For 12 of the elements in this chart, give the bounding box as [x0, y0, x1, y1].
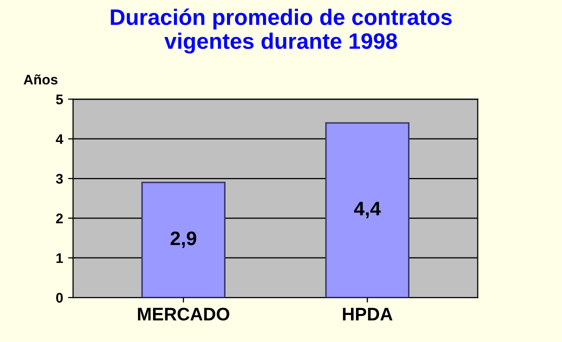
- y-tick-label: 3: [56, 174, 63, 184]
- y-tick-label: 4: [56, 134, 64, 144]
- x-tick-label: MERCADO: [138, 308, 230, 321]
- y-tick-label: 2: [56, 214, 63, 224]
- data-label: 2,9: [170, 231, 196, 248]
- y-tick-label: 0: [56, 292, 63, 303]
- x-tick-label: HPDA: [342, 308, 392, 320]
- chart-title: Duración promedio de contratos vigentes durante 1998: [110, 8, 452, 54]
- y-axis-title: Años: [24, 74, 58, 85]
- y-tick-label: 1: [56, 253, 63, 263]
- y-tick-label: 5: [56, 94, 63, 104]
- data-label: 4,4: [354, 202, 381, 218]
